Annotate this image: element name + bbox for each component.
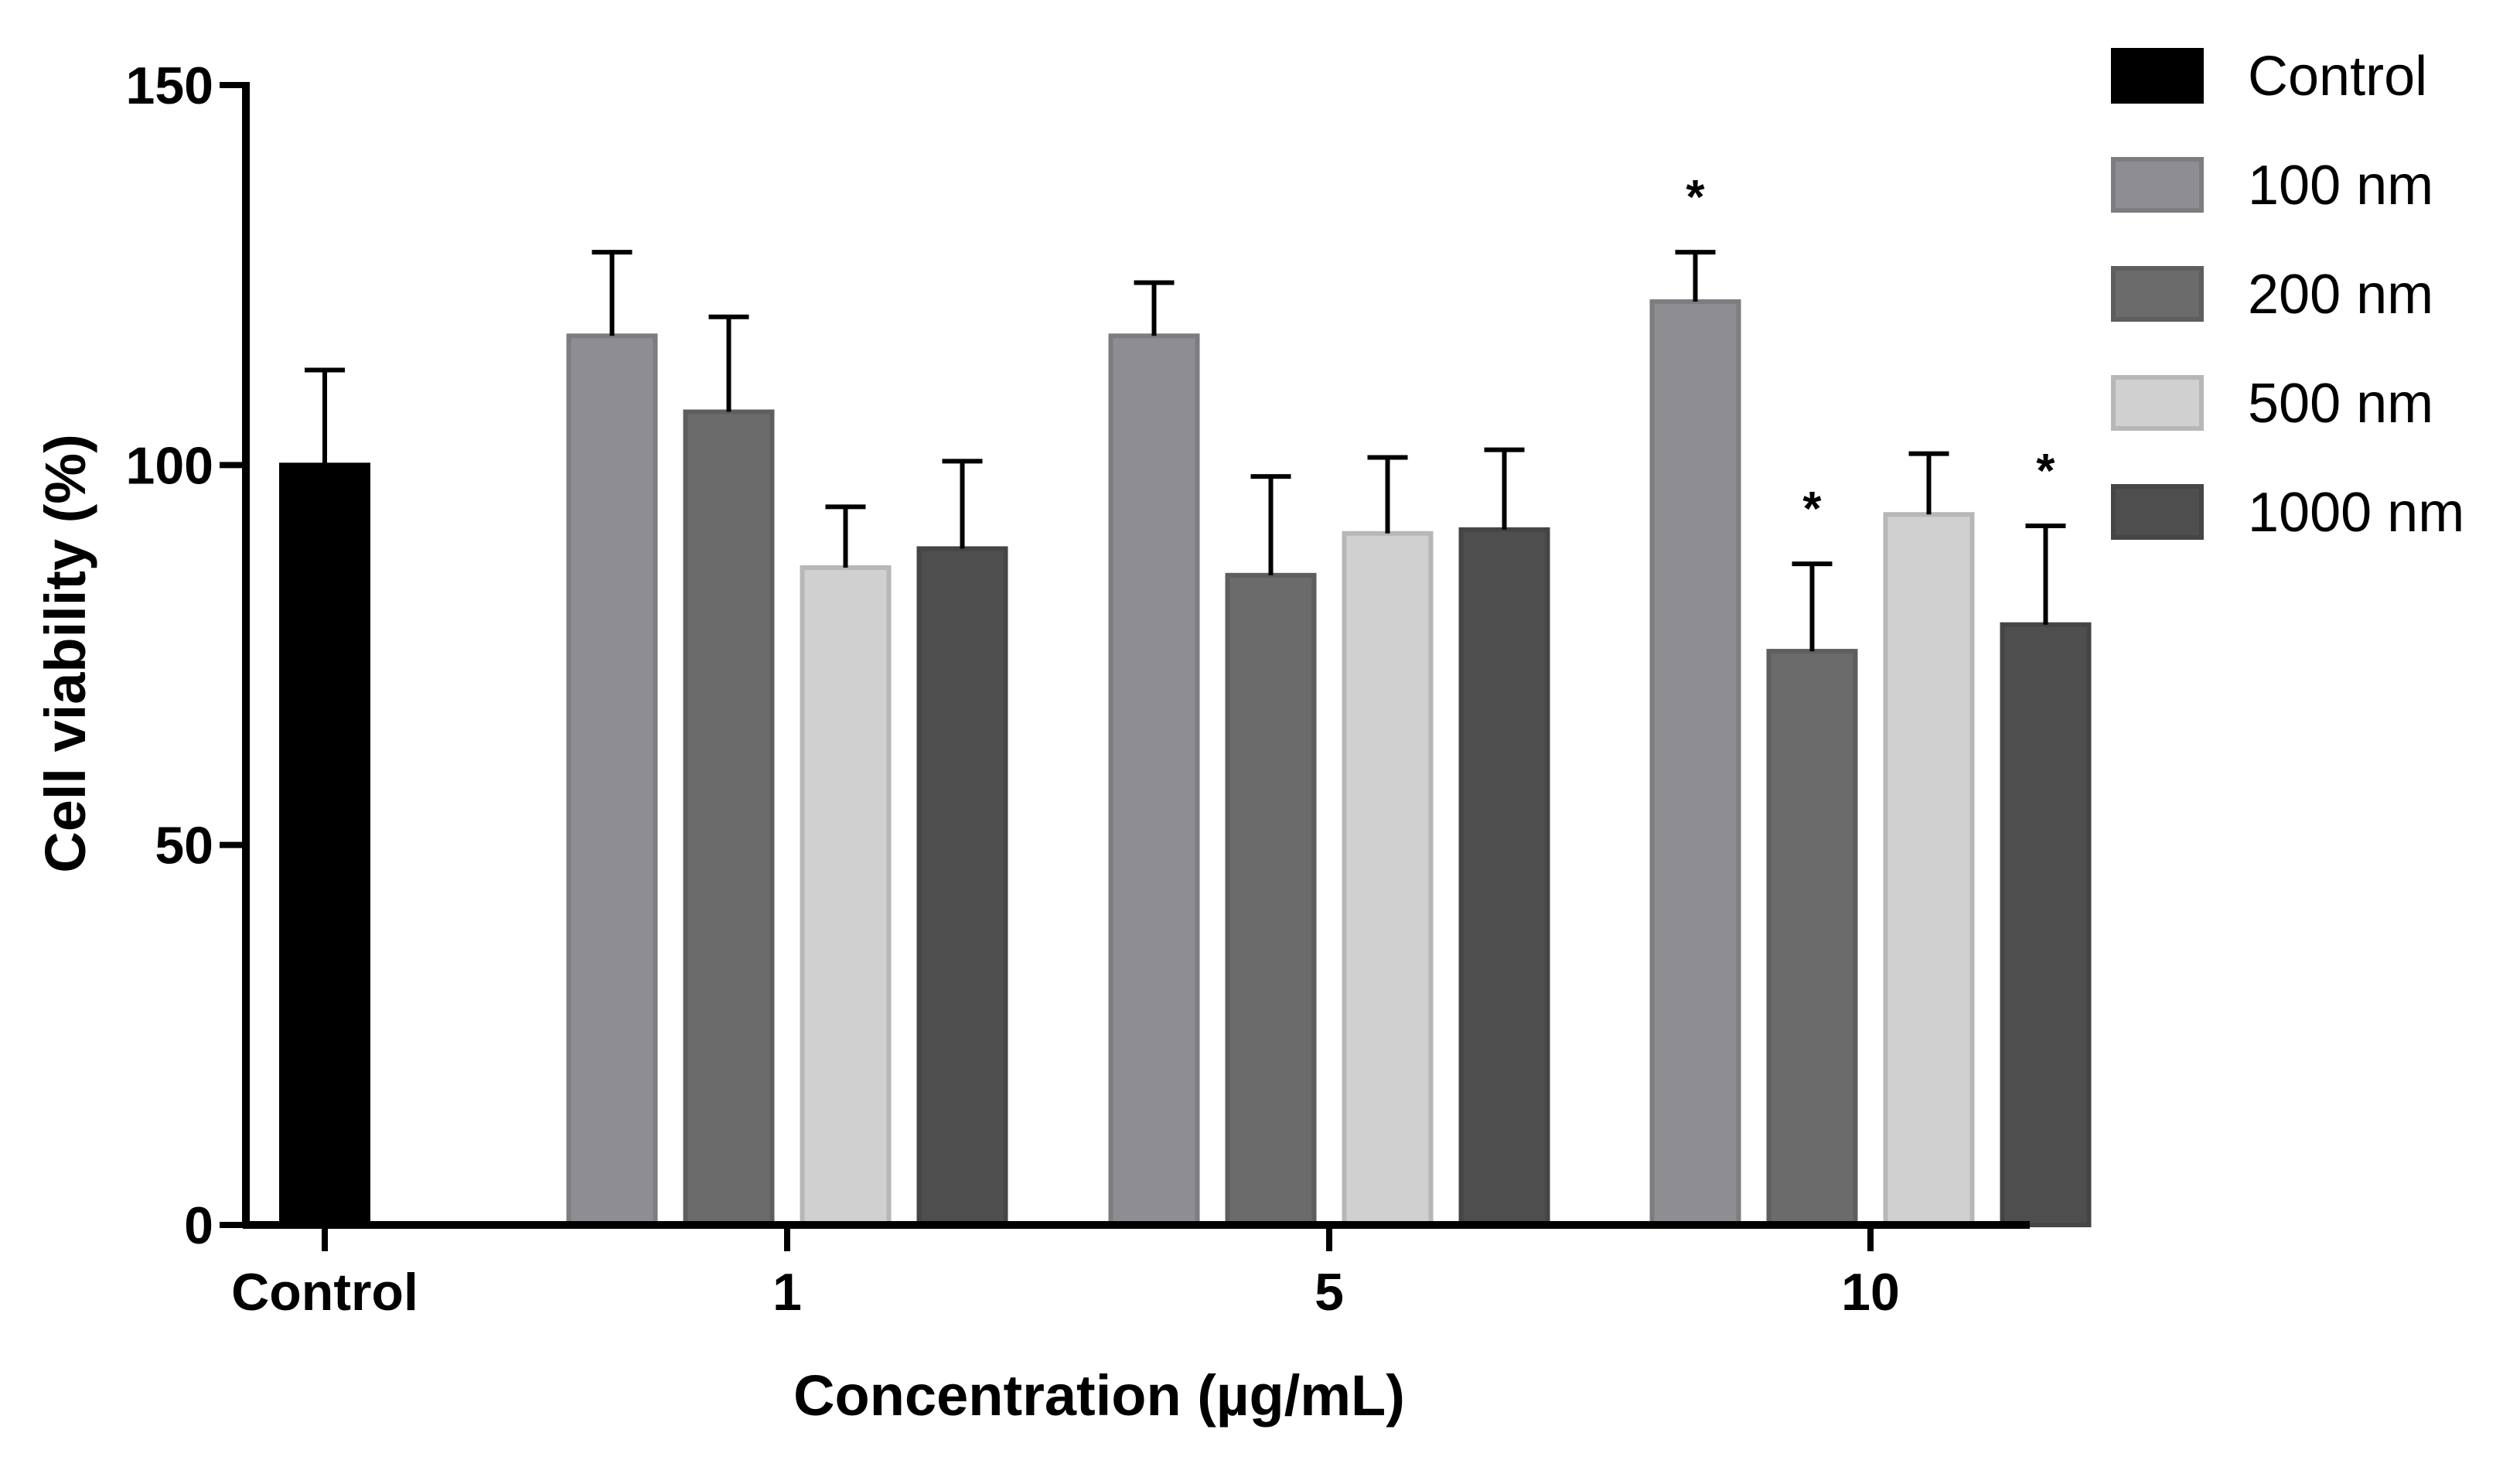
bar-1000-nm-5 <box>1458 527 1550 1227</box>
significance-star: * <box>1686 171 1705 224</box>
x-tick-label: 5 <box>1315 1263 1344 1322</box>
x-tick-label: 1 <box>772 1263 802 1322</box>
bar-500-nm-10 <box>1883 512 1975 1227</box>
y-axis-title: Cell viability (%) <box>33 434 97 872</box>
bar-500-nm-1 <box>800 565 892 1227</box>
bar-control-Control <box>279 462 370 1227</box>
bar-100-nm-10 <box>1649 299 1741 1227</box>
bar-1000-nm-1 <box>916 546 1008 1227</box>
bars-layer <box>279 299 2092 1228</box>
significance-star: * <box>1802 483 1822 536</box>
legend-label-100-nm: 100 nm <box>2248 155 2433 217</box>
legend-label-control: Control <box>2248 46 2427 107</box>
legend-label-500-nm: 500 nm <box>2248 373 2433 435</box>
legend-swatch-100-nm <box>2111 157 2204 213</box>
bar-200-nm-1 <box>683 409 775 1228</box>
bar-1000-nm-10 <box>2000 622 2092 1227</box>
legend-label-1000-nm: 1000 nm <box>2248 482 2464 544</box>
bar-100-nm-1 <box>566 333 658 1227</box>
bar-500-nm-5 <box>1342 531 1434 1227</box>
legend-swatch-200-nm <box>2111 266 2204 322</box>
x-tick-label: 10 <box>1841 1263 1900 1322</box>
x-axis-title: Concentration (µg/mL) <box>793 1363 1405 1428</box>
legend-label-200-nm: 200 nm <box>2248 264 2433 326</box>
legend: Control 100 nm 200 nm 500 nm 1000 nm <box>2111 46 2464 544</box>
y-tick-label: 150 <box>126 56 213 115</box>
error-bars-layer <box>305 250 2066 652</box>
y-tick-label: 100 <box>126 436 213 495</box>
bar-200-nm-5 <box>1225 572 1317 1227</box>
y-tick-label: 0 <box>184 1196 213 1255</box>
y-tick-label: 50 <box>155 817 213 875</box>
significance-layer: * * * <box>1686 171 2055 536</box>
x-tick-label: Control <box>231 1263 418 1322</box>
legend-swatch-1000-nm <box>2111 484 2204 540</box>
significance-star: * <box>2036 445 2055 498</box>
legend-swatch-control <box>2111 48 2204 104</box>
legend-swatch-500-nm <box>2111 375 2204 431</box>
bar-200-nm-10 <box>1766 649 1858 1227</box>
bar-100-nm-5 <box>1108 333 1200 1227</box>
